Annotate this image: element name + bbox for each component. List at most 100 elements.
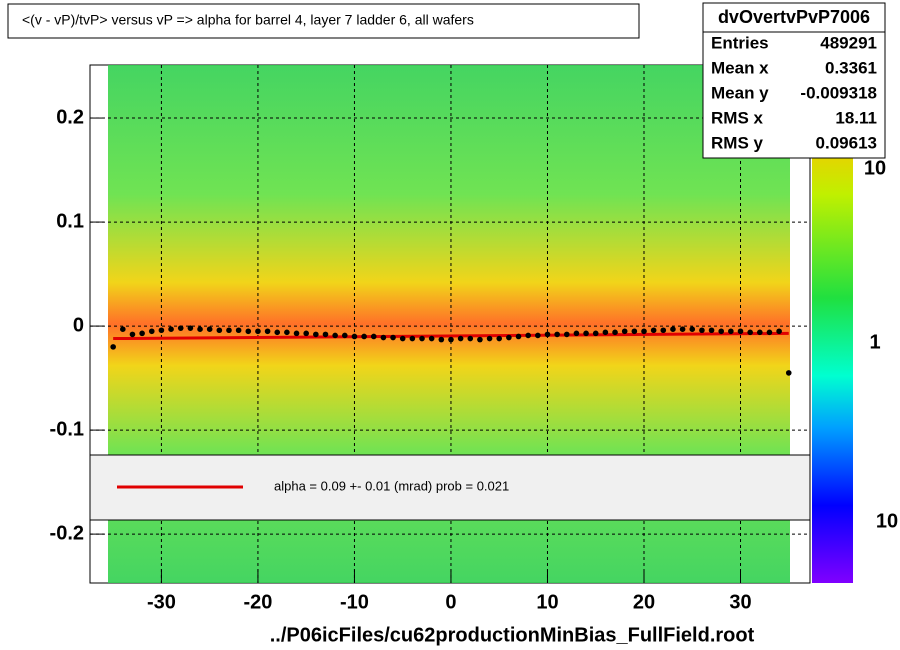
- stats-value: -0.009318: [800, 83, 877, 102]
- profile-point: [255, 328, 261, 335]
- profile-point: [313, 331, 319, 338]
- profile-point: [554, 331, 560, 338]
- profile-point: [544, 331, 551, 338]
- profile-point: [679, 326, 686, 333]
- colorbar-label: 1: [869, 331, 880, 353]
- profile-point: [457, 335, 464, 342]
- title-box: [7, 3, 640, 39]
- profile-point: [602, 329, 609, 336]
- profile-point: [264, 328, 271, 335]
- profile-point: [699, 327, 705, 334]
- x-tick-label: 10: [536, 591, 558, 613]
- colorbar-label: 10: [876, 510, 898, 532]
- y-tick-label: -0.1: [50, 418, 84, 440]
- profile-point: [390, 334, 396, 341]
- profile-point: [177, 325, 184, 331]
- profile-point: [303, 330, 309, 337]
- profile-point: [650, 327, 657, 334]
- profile-point: [506, 334, 512, 341]
- x-tick-label: 30: [729, 591, 751, 613]
- profile-point: [332, 332, 338, 339]
- profile-point: [419, 335, 425, 342]
- profile-point: [689, 326, 696, 333]
- profile-point: [612, 329, 618, 336]
- profile-point: [129, 331, 136, 338]
- profile-point: [206, 326, 213, 333]
- y-tick-label: 0.1: [56, 210, 84, 232]
- stats-label: RMS x: [711, 108, 764, 127]
- profile-point: [341, 332, 348, 339]
- profile-point: [592, 330, 599, 337]
- profile-point: [718, 328, 725, 335]
- profile-point: [525, 332, 531, 339]
- x-tick-label: -20: [243, 591, 272, 613]
- y-tick-label: 0: [73, 314, 84, 336]
- profile-point: [245, 328, 252, 335]
- profile-point: [737, 328, 744, 335]
- profile-point: [641, 328, 647, 335]
- profile-point: [631, 328, 638, 335]
- profile-point: [448, 336, 454, 343]
- profile-point: [438, 336, 445, 343]
- profile-point: [766, 329, 773, 336]
- fit-line: [113, 331, 789, 341]
- profile-point: [563, 331, 570, 338]
- profile-point: [409, 335, 416, 342]
- profile-point: [747, 329, 753, 336]
- chart-title: <(v - vP)/tvP> versus vP => alpha for ba…: [22, 12, 474, 28]
- profile-point: [235, 327, 242, 334]
- profile-point: [197, 326, 203, 333]
- stats-box: [702, 2, 886, 159]
- profile-point: [139, 330, 145, 337]
- profile-point: [708, 327, 715, 334]
- profile-point: [216, 327, 223, 334]
- profile-point: [399, 335, 406, 342]
- y-tick-label: 0.2: [56, 106, 84, 128]
- profile-point: [477, 336, 483, 343]
- profile-point: [110, 344, 116, 350]
- stats-label: Entries: [711, 33, 769, 52]
- x-axis-label: ../P06icFiles/cu62productionMinBias_Full…: [270, 624, 755, 646]
- profile-point: [168, 326, 174, 333]
- profile-point: [621, 328, 628, 335]
- profile-point: [351, 333, 358, 340]
- profile-point: [226, 327, 232, 334]
- y-tick-label: -0.2: [50, 522, 84, 544]
- stats-label: Mean x: [711, 58, 769, 77]
- profile-point: [293, 330, 300, 337]
- stats-label: RMS y: [711, 133, 764, 152]
- profile-point: [428, 335, 435, 342]
- profile-point: [496, 335, 503, 342]
- profile-point: [158, 327, 165, 334]
- profile-point: [274, 329, 281, 336]
- stats-value: 489291: [820, 33, 877, 52]
- profile-point: [535, 332, 541, 339]
- profile-point: [486, 335, 493, 342]
- profile-point: [660, 327, 667, 334]
- profile-point: [515, 333, 522, 340]
- profile-point: [776, 328, 782, 335]
- x-tick-label: 20: [633, 591, 655, 613]
- profile-point: [284, 329, 290, 336]
- x-tick-label: 0: [445, 591, 456, 613]
- profile-point: [148, 328, 155, 335]
- stats-label: Mean y: [711, 83, 769, 102]
- stats-value: 0.09613: [816, 133, 877, 152]
- profile-point: [187, 325, 194, 331]
- profile-point: [573, 330, 580, 337]
- colorbar-label: 10: [864, 157, 886, 179]
- profile-point: [467, 335, 474, 342]
- profile-point: [785, 370, 792, 376]
- stats-value: 0.3361: [825, 58, 877, 77]
- stats-name: dvOvertvPvP7006: [718, 7, 870, 27]
- profile-point: [380, 334, 387, 341]
- x-tick-label: -30: [147, 591, 176, 613]
- stats-value: 18.11: [835, 108, 877, 127]
- profile-point: [120, 326, 126, 333]
- profile-point: [370, 333, 377, 340]
- profile-point: [322, 331, 329, 338]
- profile-point: [670, 326, 676, 333]
- x-tick-label: -10: [340, 591, 369, 613]
- legend-text: alpha = 0.09 +- 0.01 (mrad) prob = 0.021: [274, 478, 509, 493]
